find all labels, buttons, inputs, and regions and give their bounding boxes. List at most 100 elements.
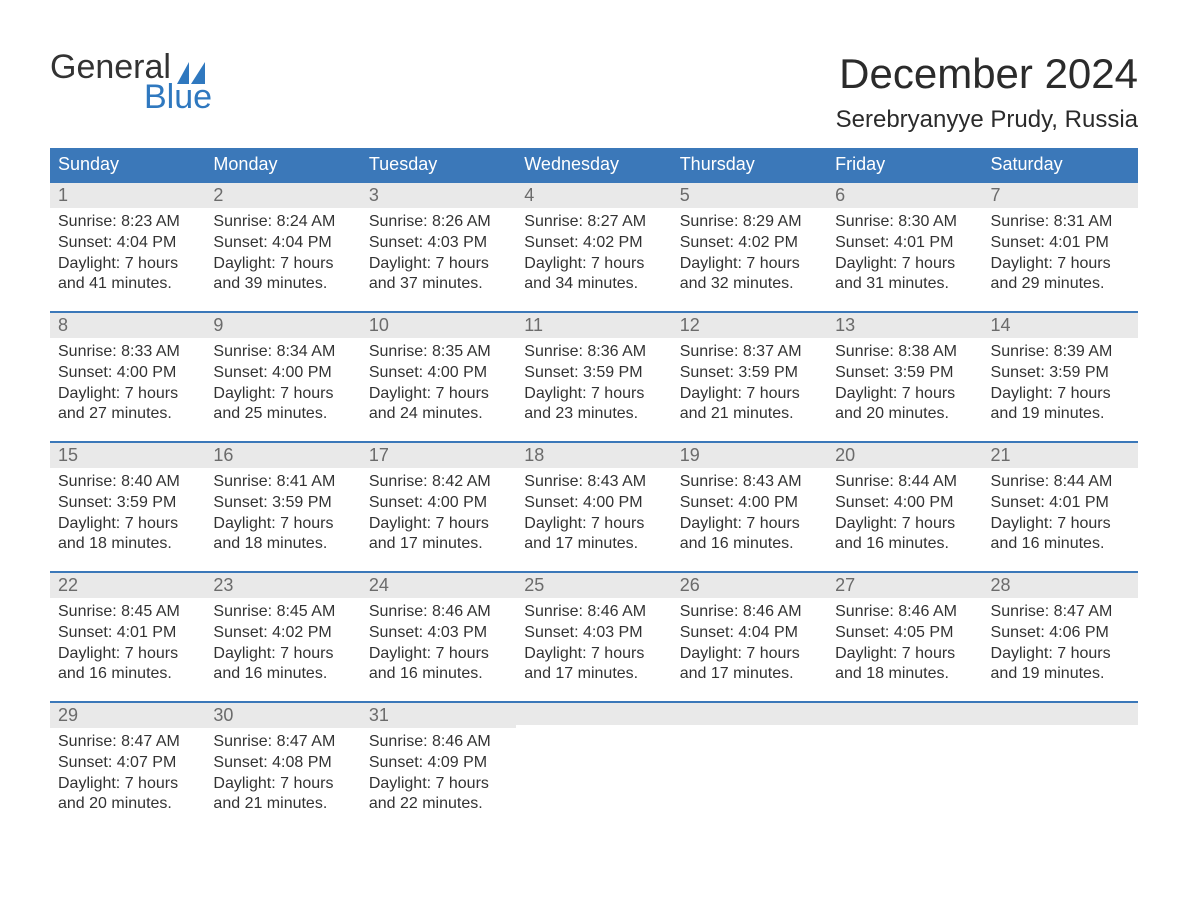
day-number-band: 18 [516,443,671,468]
day-details: Sunrise: 8:44 AMSunset: 4:01 PMDaylight:… [991,472,1130,555]
calendar-day [516,703,671,831]
daylight-line: Daylight: 7 hours and 21 minutes. [213,774,352,816]
dow-wednesday: Wednesday [516,148,671,181]
sunset-line: Sunset: 4:04 PM [58,233,197,254]
sunrise-line: Sunrise: 8:29 AM [680,212,819,233]
sunset-line: Sunset: 4:03 PM [369,623,508,644]
daylight-line: Daylight: 7 hours and 16 minutes. [835,514,974,556]
calendar-page: General Blue December 2024 Serebryanyye … [0,0,1188,871]
day-number-band: 31 [361,703,516,728]
calendar-week: 29 Sunrise: 8:47 AMSunset: 4:07 PM Dayligh… [50,701,1138,831]
daylight-line: Daylight: 7 hours and 16 minutes. [369,644,508,686]
sunset-line: Sunset: 4:02 PM [680,233,819,254]
sunrise-line: Sunrise: 8:27 AM [524,212,663,233]
calendar-day [827,703,982,831]
sunrise-line: Sunrise: 8:47 AM [991,602,1130,623]
daylight-line: Daylight: 7 hours and 16 minutes. [991,514,1130,556]
calendar-day: 29Sunrise: 8:47 AMSunset: 4:07 PMDayligh… [50,703,205,831]
calendar-day: 13Sunrise: 8:38 AMSunset: 3:59 PMDayligh… [827,313,982,441]
daylight-line: Daylight: 7 hours and 17 minutes. [369,514,508,556]
day-details: Sunrise: 8:31 AMSunset: 4:01 PMDaylight:… [991,212,1130,295]
day-details: Sunrise: 8:39 AMSunset: 3:59 PMDaylight:… [991,342,1130,425]
calendar-day: 20Sunrise: 8:44 AMSunset: 4:00 PMDayligh… [827,443,982,571]
day-number: 25 [524,575,544,595]
sunrise-line: Sunrise: 8:34 AM [213,342,352,363]
day-number: 24 [369,575,389,595]
day-details: Sunrise: 8:46 AMSunset: 4:04 PMDaylight:… [680,602,819,685]
weeks-container: 1Sunrise: 8:23 AMSunset: 4:04 PMDaylight… [50,181,1138,831]
calendar-day: 28Sunrise: 8:47 AMSunset: 4:06 PMDayligh… [983,573,1138,701]
sunrise-line: Sunrise: 8:47 AM [58,732,197,753]
calendar-day: 7 Sunrise: 8:31 AMSunset: 4:01 PMDaylight… [983,183,1138,311]
sunrise-line: Sunrise: 8:46 AM [524,602,663,623]
sunrise-line: Sunrise: 8:46 AM [680,602,819,623]
daylight-line: Daylight: 7 hours and 16 minutes. [680,514,819,556]
day-details: Sunrise: 8:37 AMSunset: 3:59 PMDaylight:… [680,342,819,425]
day-number: 1 [58,185,68,205]
sunrise-line: Sunrise: 8:45 AM [213,602,352,623]
empty-day-band [516,703,671,725]
day-number: 3 [369,185,379,205]
day-number-band: 6 [827,183,982,208]
sunrise-line: Sunrise: 8:23 AM [58,212,197,233]
sunrise-line: Sunrise: 8:43 AM [680,472,819,493]
dow-monday: Monday [205,148,360,181]
day-number-band: 7 [983,183,1138,208]
day-details: Sunrise: 8:40 AMSunset: 3:59 PMDaylight:… [58,472,197,555]
month-title: December 2024 [836,50,1138,98]
day-number: 11 [524,315,543,335]
calendar-day: 23Sunrise: 8:45 AMSunset: 4:02 PMDayligh… [205,573,360,701]
daylight-line: Daylight: 7 hours and 34 minutes. [524,254,663,296]
day-number: 10 [369,315,389,335]
sunset-line: Sunset: 4:00 PM [213,363,352,384]
day-details: Sunrise: 8:33 AMSunset: 4:00 PMDaylight:… [58,342,197,425]
day-number-band: 16 [205,443,360,468]
daylight-line: Daylight: 7 hours and 39 minutes. [213,254,352,296]
day-number: 30 [213,705,233,725]
day-number-band: 8 [50,313,205,338]
day-number: 29 [58,705,78,725]
calendar-day: 22Sunrise: 8:45 AMSunset: 4:01 PMDayligh… [50,573,205,701]
sunrise-line: Sunrise: 8:46 AM [369,732,508,753]
calendar-day: 1 Sunrise: 8:23 AMSunset: 4:04 PMDaylight… [50,183,205,311]
sunset-line: Sunset: 4:01 PM [835,233,974,254]
daylight-line: Daylight: 7 hours and 19 minutes. [991,384,1130,426]
day-details: Sunrise: 8:29 AMSunset: 4:02 PMDaylight:… [680,212,819,295]
sunset-line: Sunset: 4:00 PM [58,363,197,384]
calendar-day: 31Sunrise: 8:46 AMSunset: 4:09 PMDayligh… [361,703,516,831]
calendar-day [672,703,827,831]
calendar-day [983,703,1138,831]
sunset-line: Sunset: 4:08 PM [213,753,352,774]
day-number-band: 26 [672,573,827,598]
daylight-line: Daylight: 7 hours and 18 minutes. [213,514,352,556]
sunset-line: Sunset: 3:59 PM [991,363,1130,384]
daylight-line: Daylight: 7 hours and 21 minutes. [680,384,819,426]
day-details: Sunrise: 8:36 AMSunset: 3:59 PMDaylight:… [524,342,663,425]
day-number-band: 2 [205,183,360,208]
day-number-band: 10 [361,313,516,338]
sunset-line: Sunset: 3:59 PM [835,363,974,384]
day-number-band: 15 [50,443,205,468]
sunrise-line: Sunrise: 8:30 AM [835,212,974,233]
sunrise-line: Sunrise: 8:46 AM [369,602,508,623]
day-number-band: 30 [205,703,360,728]
day-details: Sunrise: 8:46 AMSunset: 4:03 PMDaylight:… [524,602,663,685]
sunset-line: Sunset: 3:59 PM [680,363,819,384]
calendar-day: 3Sunrise: 8:26 AMSunset: 4:03 PMDaylight… [361,183,516,311]
sunset-line: Sunset: 4:07 PM [58,753,197,774]
calendar-day: 9Sunrise: 8:34 AMSunset: 4:00 PMDaylight… [205,313,360,441]
sunrise-line: Sunrise: 8:46 AM [835,602,974,623]
day-details: Sunrise: 8:30 AMSunset: 4:01 PMDaylight:… [835,212,974,295]
day-number: 6 [835,185,845,205]
day-number-band: 5 [672,183,827,208]
sunset-line: Sunset: 4:03 PM [369,233,508,254]
day-number: 26 [680,575,700,595]
day-number-band: 11 [516,313,671,338]
day-number: 5 [680,185,690,205]
sunset-line: Sunset: 4:04 PM [213,233,352,254]
day-details: Sunrise: 8:23 AMSunset: 4:04 PMDaylight:… [58,212,197,295]
day-details: Sunrise: 8:44 AMSunset: 4:00 PMDaylight:… [835,472,974,555]
calendar-day: 24 Sunrise: 8:46 AMSunset: 4:03 PMDayligh… [361,573,516,701]
day-details: Sunrise: 8:24 AMSunset: 4:04 PMDaylight:… [213,212,352,295]
calendar-week: 1Sunrise: 8:23 AMSunset: 4:04 PMDaylight… [50,181,1138,311]
